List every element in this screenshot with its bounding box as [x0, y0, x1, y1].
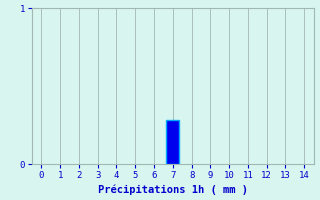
X-axis label: Précipitations 1h ( mm ): Précipitations 1h ( mm ) [98, 184, 248, 195]
Bar [166, 120, 180, 164]
